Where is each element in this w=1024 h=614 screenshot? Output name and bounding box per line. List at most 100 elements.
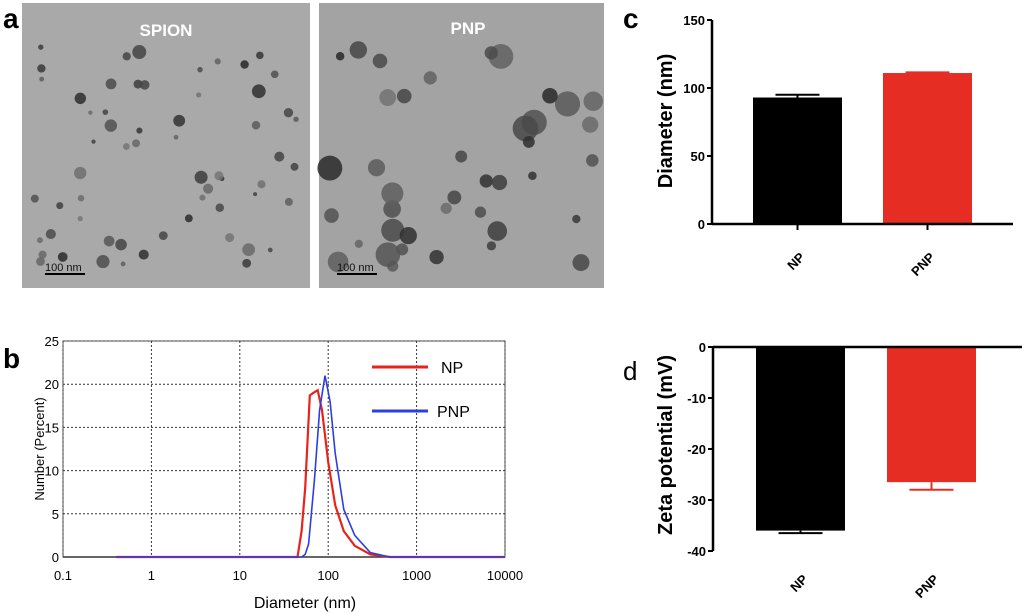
particle <box>257 180 266 189</box>
x-tick-label: 0.1 <box>54 568 72 583</box>
x-tick-label: 1000 <box>402 568 431 583</box>
particle <box>96 255 110 269</box>
particle <box>91 139 96 144</box>
particle <box>383 200 401 218</box>
particle <box>440 202 452 214</box>
x-tick-label: NP <box>787 571 811 595</box>
particle <box>30 194 39 203</box>
particle <box>139 80 150 90</box>
series-line-np <box>116 388 505 559</box>
particle <box>36 237 43 244</box>
particle <box>455 150 468 163</box>
particle <box>242 243 256 257</box>
y-axis-label: Zeta potential (mV) <box>655 355 677 535</box>
bar-pnp <box>887 347 976 483</box>
panel-label-a: a <box>3 3 19 34</box>
particle <box>349 41 368 59</box>
particle <box>399 227 417 245</box>
particle <box>38 44 44 50</box>
particle <box>251 84 266 99</box>
particle <box>173 114 186 127</box>
particle <box>324 208 339 223</box>
particle <box>37 64 46 73</box>
particle <box>293 116 299 122</box>
y-tick-label: 20 <box>45 377 59 392</box>
particle <box>132 45 147 60</box>
particle <box>194 170 208 184</box>
particle <box>251 121 261 130</box>
tem-image-pnp: PNP 100 nm <box>317 3 604 288</box>
particle <box>122 143 130 150</box>
particle <box>423 71 437 85</box>
particle <box>184 214 193 223</box>
particle <box>375 242 401 267</box>
particle <box>256 51 264 60</box>
size-distribution-chart: 0.1 1 10 100 1000 10000 0 5 10 15 20 25 NP PNP <box>45 334 524 583</box>
particle <box>479 174 493 188</box>
y-tick-label: 0 <box>698 217 705 232</box>
particle <box>203 183 214 194</box>
particle <box>215 203 225 213</box>
particle <box>196 92 202 98</box>
particle <box>74 166 87 180</box>
y-tick-label: -20 <box>687 442 706 457</box>
particle <box>474 206 487 218</box>
bar-pnp <box>883 73 972 224</box>
particle <box>512 115 539 142</box>
y-axis-label: Number (Percent) <box>32 397 47 500</box>
particle <box>554 91 581 117</box>
particle <box>103 235 115 247</box>
particle <box>586 154 599 167</box>
particle <box>132 139 140 148</box>
particle <box>240 60 249 69</box>
x-tick-label: PNP <box>912 571 942 601</box>
particle <box>45 228 56 240</box>
particle <box>77 216 83 222</box>
bar-np <box>753 97 842 224</box>
particle <box>122 52 131 61</box>
particle <box>74 92 87 105</box>
y-tick-label: -40 <box>687 544 706 559</box>
particle <box>487 221 508 241</box>
y-tick-label: 0 <box>699 340 706 355</box>
series-line-pnp <box>116 375 505 558</box>
particle <box>36 257 45 266</box>
legend-label: PNP <box>437 404 470 421</box>
x-tick-label: 10 <box>233 568 247 583</box>
x-axis-label: Diameter (nm) <box>254 595 356 612</box>
particle <box>396 88 412 104</box>
y-tick-label: 10 <box>45 464 59 479</box>
y-tick-label: 50 <box>691 149 705 164</box>
plot-frame <box>62 340 506 558</box>
particle <box>447 190 462 205</box>
particle <box>253 192 258 197</box>
y-tick-label: 5 <box>52 507 59 522</box>
y-tick-label: 15 <box>45 420 59 435</box>
particle <box>214 171 224 181</box>
particle <box>381 182 404 205</box>
y-tick-label: 25 <box>45 334 59 349</box>
x-tick-label: PNP <box>908 249 938 279</box>
panel-label-c: c <box>623 3 639 34</box>
bar-np <box>756 347 845 531</box>
particle <box>367 159 386 177</box>
panel-label-d: d <box>623 356 637 386</box>
particle <box>104 119 118 132</box>
particle <box>290 162 299 171</box>
particle <box>214 58 221 65</box>
legend-label: NP <box>441 360 463 377</box>
tem-image-spion: SPION 100 nm <box>22 3 310 288</box>
particle <box>283 108 294 118</box>
particle <box>158 231 168 241</box>
particle <box>572 254 590 272</box>
particle <box>39 76 45 82</box>
particle <box>56 202 64 210</box>
particle <box>528 171 537 181</box>
particle <box>429 249 444 265</box>
particle <box>486 241 497 251</box>
particle <box>372 53 388 69</box>
particle <box>197 66 203 73</box>
particle <box>267 247 273 253</box>
particle <box>284 197 293 206</box>
